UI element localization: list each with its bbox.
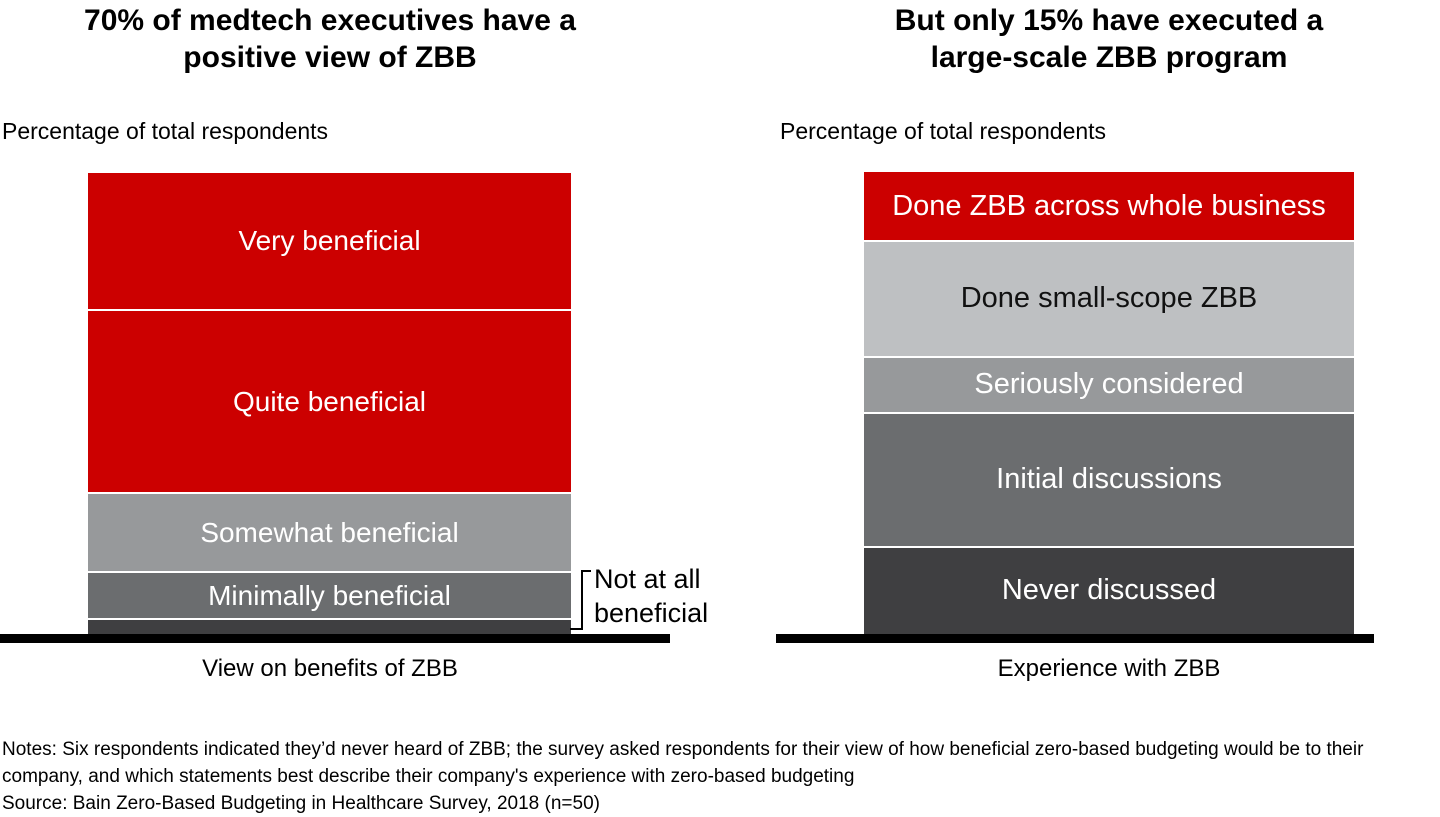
left-x-axis-label: View on benefits of ZBB [202,655,458,682]
bar-segment-label: Minimally beneficial [208,579,451,611]
right-chart-title-line1: But only 15% have executed a [894,4,1324,37]
bar-segment-very-beneficial: Very beneficial [88,173,571,309]
footer-notes: Notes: Six respondents indicated they’d … [2,736,1438,817]
bar-segment-seriously-considered: Seriously considered [864,355,1354,413]
bar-segment-label: Initial discussions [996,463,1222,496]
bar-segment-quite-beneficial: Quite beneficial [88,308,571,493]
bar-segment-done-small-scope-zbb: Done small-scope ZBB [864,240,1354,356]
right-chart-title: But only 15% have executed a large-scale… [809,2,1409,76]
left-stacked-bar: Very beneficial Quite beneficial Somewhat … [88,173,571,635]
bar-segment-minimally-beneficial: Minimally beneficial [88,571,571,619]
not-at-all-beneficial-label: Not at all beneficial [594,564,709,628]
left-chart-title-line2: positive view of ZBB [183,41,477,74]
bar-segment-done-zbb-across-whole-business: Done ZBB across whole business [864,172,1354,241]
bar-segment-never-discussed: Never discussed [864,545,1354,634]
bar-segment-label: Seriously considered [974,368,1244,401]
bar-segment-label: Somewhat beneficial [200,516,459,548]
right-units-label: Percentage of total respondents [780,118,1107,144]
notes-line1: Notes: Six respondents indicated they’d … [2,739,1364,760]
left-axis-baseline [0,634,670,643]
source-line: Source: Bain Zero-Based Budgeting in Hea… [2,793,600,814]
bar-segment-initial-discussions: Initial discussions [864,412,1354,546]
bar-segment-label: Very beneficial [238,224,421,256]
callout-bracket-bottom-tick [570,628,583,630]
bar-segment-somewhat-beneficial: Somewhat beneficial [88,492,571,572]
notes-line2: company, and which statements best descr… [2,766,855,787]
bar-segment-label: Done small-scope ZBB [960,282,1258,315]
callout-bracket-vertical [581,570,583,630]
callout-bracket-top-tick [581,570,591,572]
right-axis-baseline [776,634,1374,643]
bar-segment-label: Quite beneficial [232,385,426,417]
bar-segment-not-at-all-beneficial [88,618,571,635]
bar-segment-label: Never discussed [1001,574,1217,607]
left-chart-title: 70% of medtech executives have a positiv… [30,2,630,76]
left-chart-title-line1: 70% of medtech executives have a [84,4,576,37]
left-units-label: Percentage of total respondents [2,118,329,144]
right-chart-title-line2: large-scale ZBB program [930,41,1288,74]
bar-segment-label: Done ZBB across whole business [892,189,1326,222]
right-x-axis-label: Experience with ZBB [997,655,1221,682]
right-stacked-bar: Done ZBB across whole business Done small… [864,172,1354,634]
